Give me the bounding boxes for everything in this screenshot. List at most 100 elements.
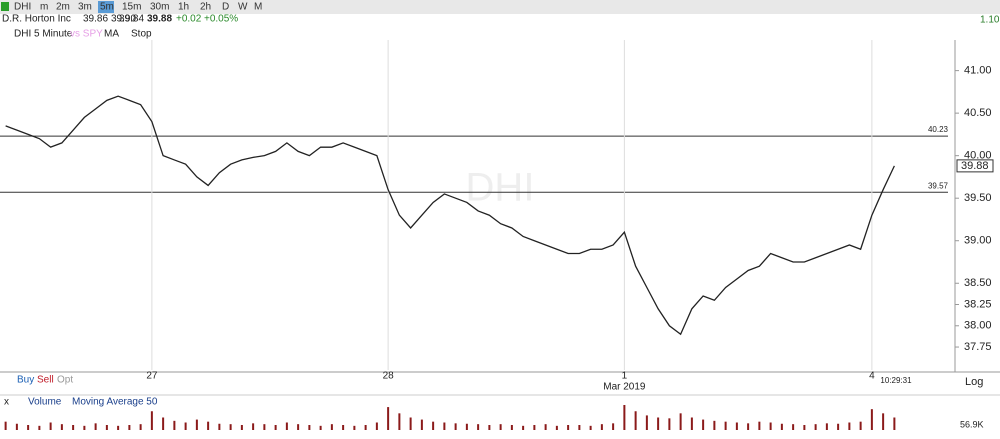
volume-bar: [229, 424, 232, 430]
volume-bar: [420, 419, 423, 430]
volume-bar: [387, 407, 390, 430]
volume-bar: [15, 423, 18, 430]
volume-bar: [702, 419, 705, 430]
volume-bar: [544, 424, 547, 430]
last-box: [956, 159, 994, 173]
volume-bar: [870, 409, 873, 430]
volume-close[interactable]: x: [4, 397, 9, 408]
toolbar: [0, 0, 1000, 14]
quote-low: 39.84: [119, 14, 144, 25]
quote-last: 39.88: [147, 14, 172, 25]
volume-bar: [83, 425, 86, 430]
volume-bar: [679, 413, 682, 430]
interval[interactable]: 1h: [178, 2, 189, 13]
volume-bar: [162, 417, 165, 430]
y-tick-label: 38.00: [964, 320, 992, 332]
volume-bar: [398, 413, 401, 430]
level-label: 40.23: [928, 125, 949, 134]
quote-high: 39.90: [111, 14, 136, 25]
volume-bar: [747, 423, 750, 430]
add-icon[interactable]: [1, 2, 9, 11]
study-label[interactable]: DHI 5 Minute: [14, 29, 73, 40]
price-line: [5, 95, 895, 336]
volume-bar: [252, 423, 255, 430]
volume-bar: [432, 421, 435, 430]
volume-ma[interactable]: Moving Average 50: [72, 397, 158, 408]
volume-bar: [353, 425, 356, 430]
buy[interactable]: Buy: [17, 375, 34, 386]
opt[interactable]: Opt: [57, 375, 73, 386]
volume-bar: [60, 424, 63, 430]
compare[interactable]: vs SPY: [70, 29, 103, 40]
quote-change: +0.02: [176, 14, 202, 25]
volume-bar: [285, 422, 288, 430]
x-tick-label: 28: [383, 371, 395, 382]
volume-bar: [94, 423, 97, 430]
volume-bar: [780, 423, 783, 430]
interval[interactable]: D: [222, 2, 229, 13]
interval[interactable]: 15m: [122, 2, 141, 13]
x-tick-label: 27: [146, 371, 158, 382]
volume-bar: [263, 424, 266, 430]
x-tick-label: 1: [622, 371, 628, 382]
last-label: 39.88: [961, 160, 989, 172]
volume-bar: [713, 420, 716, 430]
volume-bar: [533, 425, 536, 430]
volume-bar: [409, 417, 412, 430]
volume-bar: [690, 417, 693, 430]
volume-bar: [735, 422, 738, 430]
y-tick-label: 41.00: [964, 65, 992, 77]
quote-open: 39.86: [83, 14, 108, 25]
volume-bar: [578, 425, 581, 430]
volume-bar: [769, 422, 772, 430]
volume-bar: [612, 423, 615, 430]
volume-label: 56.9K: [960, 419, 984, 429]
interval[interactable]: 3m: [78, 2, 92, 13]
interval[interactable]: W: [238, 2, 248, 13]
symbol[interactable]: DHI: [14, 2, 31, 13]
quote-name: D.R. Horton Inc: [2, 14, 71, 25]
sell[interactable]: Sell: [37, 375, 54, 386]
volume-bar: [589, 425, 592, 430]
volume-title[interactable]: Volume: [28, 397, 62, 408]
interval[interactable]: 2m: [56, 2, 70, 13]
x-tick-label: 4: [869, 371, 875, 382]
interval[interactable]: M: [254, 2, 262, 13]
volume-bar: [105, 425, 108, 430]
volume-bar: [465, 423, 468, 430]
volume-bar: [342, 425, 345, 430]
y-tick-label: 39.50: [964, 192, 992, 204]
volume-bar: [49, 422, 52, 430]
y-tick-label: 37.75: [964, 341, 992, 353]
volume-bar: [218, 423, 221, 430]
interval[interactable]: m: [40, 2, 48, 13]
volume-bar: [522, 425, 525, 430]
interval[interactable]: 30m: [150, 2, 169, 13]
volume-bar: [240, 425, 243, 430]
volume-bar: [893, 417, 896, 430]
log-toggle[interactable]: Log: [965, 376, 983, 388]
stop[interactable]: Stop: [131, 29, 152, 40]
volume-bar: [150, 411, 153, 430]
volume-bar: [488, 425, 491, 430]
volume-bar: [634, 411, 637, 430]
volume-bar: [477, 424, 480, 430]
y-tick-label: 38.50: [964, 277, 992, 289]
interval[interactable]: 5m: [100, 2, 114, 13]
volume-bar: [848, 422, 851, 430]
y-tick-label: 40.50: [964, 107, 992, 119]
volume-bar: [825, 423, 828, 430]
volume-bar: [72, 425, 75, 430]
volume-bar: [510, 425, 513, 430]
ma[interactable]: MA: [104, 29, 119, 40]
volume-bar: [555, 425, 558, 430]
active-interval: [98, 1, 114, 13]
volume-bar: [792, 424, 795, 430]
month-label: Mar 2019: [603, 382, 646, 393]
volume-bar: [814, 424, 817, 430]
volume-bar: [117, 425, 120, 430]
interval[interactable]: 2h: [200, 2, 211, 13]
volume-bar: [364, 425, 367, 430]
